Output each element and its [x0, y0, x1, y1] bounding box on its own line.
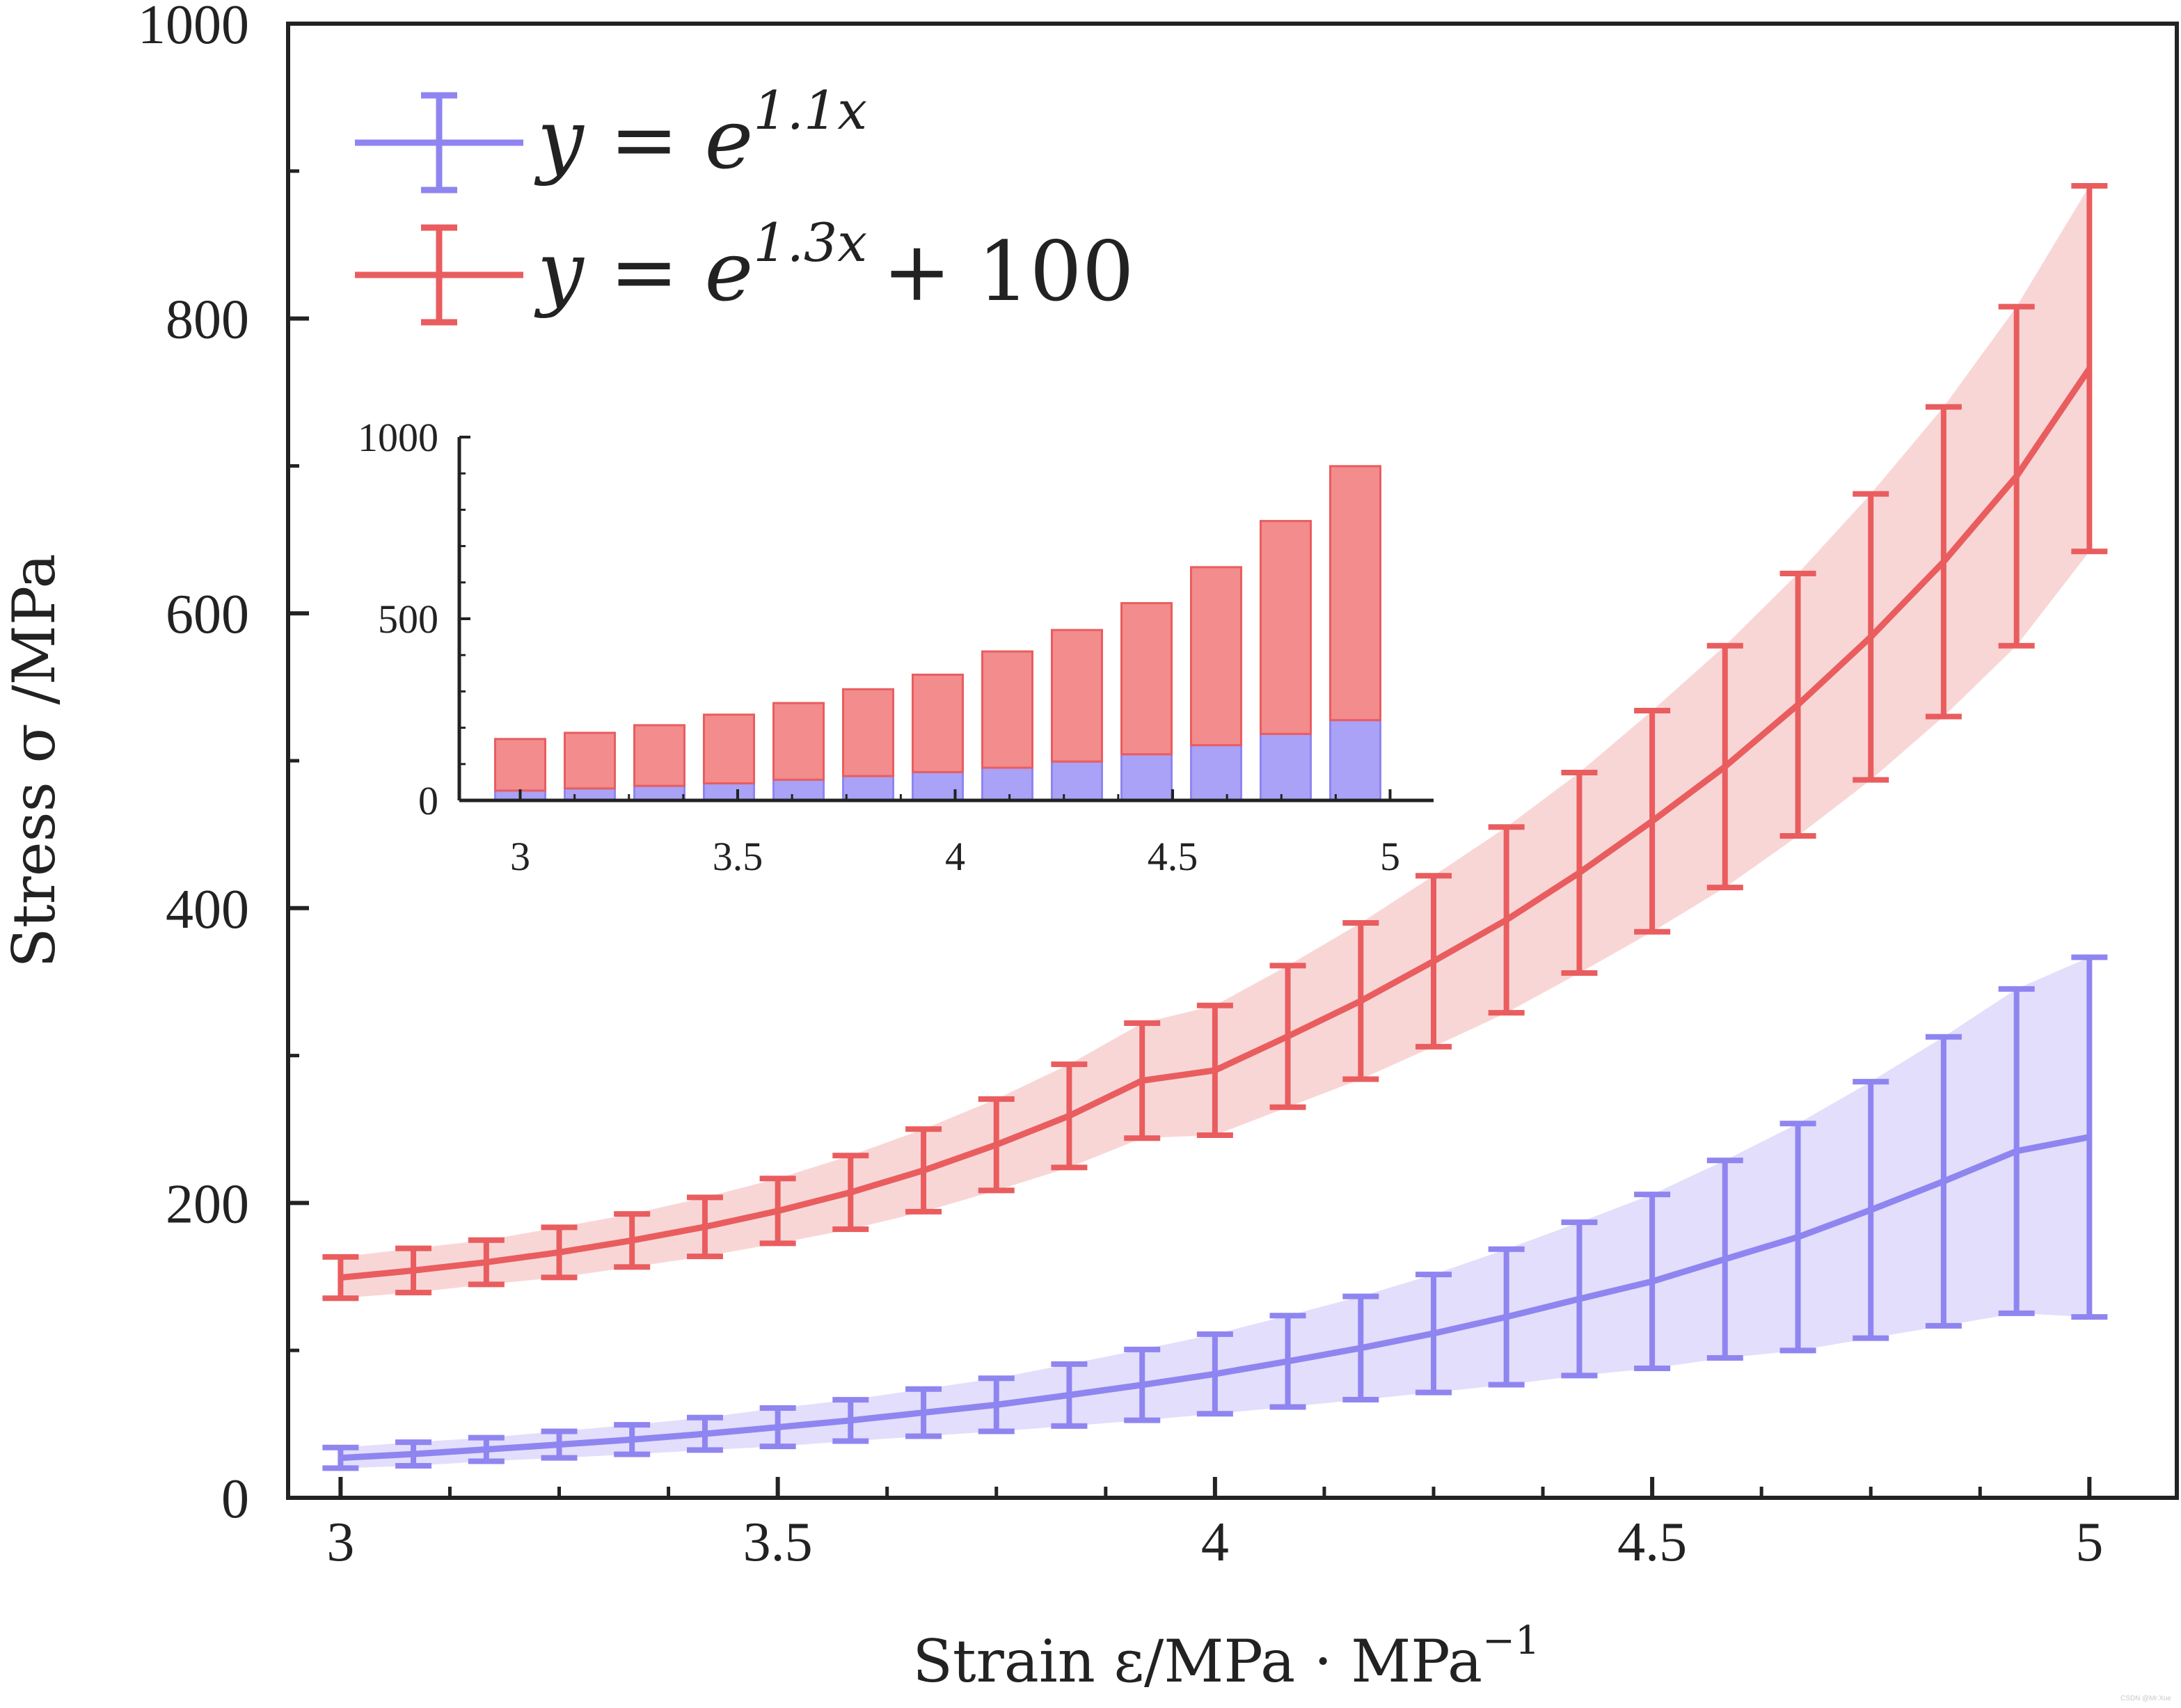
legend-entry-2: y = e1.3x + 100 [355, 212, 1134, 326]
inset-bar-series-1 [1120, 753, 1173, 802]
inset-y-tick-label: 500 [378, 596, 438, 642]
inset-bar-series-2 [1329, 465, 1381, 722]
inset-bar-series-2 [1260, 520, 1312, 735]
y-tick-label: 200 [166, 1173, 249, 1235]
inset-bar-series-1 [703, 782, 755, 802]
y-tick-label: 600 [166, 584, 249, 645]
watermark: CSDN @Mr.Xue [2120, 1695, 2171, 1702]
inset-bar-series-2 [703, 713, 755, 784]
inset-x-tick-label: 4.5 [1148, 834, 1198, 879]
inset-bar-series-1 [772, 778, 825, 802]
legend-label: y = e1.1x [534, 79, 867, 187]
error-bands [340, 185, 2090, 1469]
inset-chart: 3 3.5 4 4.5 5 0 500 1000 [358, 415, 1434, 879]
inset-x-tick-label: 4 [945, 834, 965, 879]
y-tick-label: 400 [166, 879, 249, 940]
inset-y-tick-label: 0 [418, 778, 438, 823]
inset-bar-series-1 [1329, 719, 1381, 802]
tick-labels: 3 3.5 4 4.5 5 0 200 400 600 800 1000 [138, 0, 2103, 1573]
inset-bars [494, 465, 1381, 802]
inset-x-tick-label: 3 [510, 834, 530, 879]
y-tick-label: 800 [166, 290, 249, 351]
x-tick-label: 5 [2075, 1512, 2103, 1573]
inset-bar-series-1 [633, 784, 685, 802]
x-axis-label: Strain ε/MPa · MPa−1 [912, 1618, 1539, 1695]
inset-bar-series-2 [981, 650, 1033, 769]
series-lines [340, 367, 2093, 1462]
series-line-1 [340, 1134, 2091, 1462]
inset-bar-series-1 [842, 775, 894, 802]
inset-bar-series-1 [564, 787, 616, 802]
inset-bar-series-2 [564, 732, 616, 790]
inset-bar-series-2 [494, 738, 546, 792]
y-axis-label: Stress σ /MPa [0, 553, 68, 967]
y-tick-label: 1000 [138, 0, 249, 56]
inset-bar-series-2 [772, 702, 825, 781]
legend-entry-1: y = e1.1x [355, 79, 867, 193]
legend: y = e1.1x y = e1.3x + 100 [355, 79, 1134, 326]
inset-bar-series-1 [1260, 732, 1312, 802]
x-axis-label-text: Strain ε/MPa · MPa [912, 1627, 1482, 1695]
x-tick-label: 3 [326, 1512, 354, 1573]
x-tick-label: 4 [1201, 1512, 1229, 1573]
inset-bar-series-2 [1120, 602, 1173, 756]
inset-bar-series-2 [1190, 566, 1242, 747]
axis-ticks [288, 22, 2092, 1500]
inset-axes: 3 3.5 4 4.5 5 0 500 1000 [358, 415, 1434, 879]
inset-bar-series-2 [633, 724, 685, 787]
series-line-2 [340, 367, 2093, 1281]
inset-bar-series-2 [1051, 628, 1103, 763]
x-tick-label: 4.5 [1617, 1512, 1687, 1573]
inset-bar-series-2 [842, 688, 894, 777]
inset-bar-series-1 [1051, 760, 1103, 802]
inset-bar-series-1 [981, 766, 1033, 802]
legend-label: y = e1.3x + 100 [534, 212, 1134, 319]
inset-y-tick-label: 1000 [358, 415, 438, 460]
inset-x-tick-label: 5 [1380, 834, 1400, 879]
inset-bar-series-1 [1190, 744, 1242, 802]
y-tick-label: 0 [221, 1469, 249, 1530]
x-axis-label-superscript: −1 [1482, 1618, 1540, 1663]
inset-bar-series-2 [912, 673, 964, 773]
x-tick-label: 3.5 [743, 1512, 813, 1573]
inset-x-tick-label: 3.5 [713, 834, 763, 879]
